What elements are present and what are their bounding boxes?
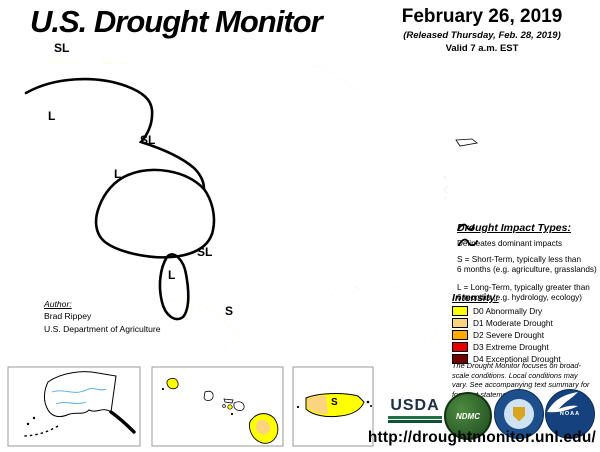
impact-types-legend: Drought Impact Types: Delineates dominan…: [457, 222, 599, 303]
map-label-puerto-rico: S: [331, 397, 338, 408]
author-block: Author: Brad Rippey U.S. Department of A…: [44, 298, 161, 335]
d2-label: D2 Severe Drought: [473, 330, 545, 340]
short-term-definition: S = Short-Term, typically less than 6 mo…: [457, 255, 597, 275]
intensity-heading: Intensity:: [452, 292, 499, 304]
map-label-pacific-northwest: SL: [54, 41, 70, 55]
released-date: (Released Thursday, Feb. 28, 2019): [403, 30, 561, 41]
long-island: [455, 138, 478, 147]
impact-delineation-lines: [24, 77, 216, 321]
map-label-oregon: L: [48, 109, 56, 123]
drought-monitor-url[interactable]: http://droughtmonitor.unl.edu/: [367, 429, 596, 446]
disclaimer-text: The Drought Monitor focuses on broad- sc…: [452, 361, 590, 399]
valid-time: Valid 7 a.m. EST: [445, 43, 519, 54]
legend-row-d4: D4 Exceptional Drought: [452, 354, 598, 364]
ndmc-logo-text: NDMC: [456, 411, 480, 421]
author-heading: Author:: [44, 299, 72, 309]
map-date: February 26, 2019: [401, 6, 563, 27]
author-org: U.S. Department of Agriculture: [44, 323, 161, 334]
usda-logo-swoosh: [388, 416, 442, 419]
d1-swatch: [452, 318, 468, 328]
delineates-label: Delineates dominant impacts: [457, 239, 563, 248]
noaa-logo: NOAA: [545, 389, 595, 439]
map-label-four-corners: L: [114, 167, 122, 181]
author-name: Brad Rippey: [44, 311, 92, 322]
impact-types-heading: Drought Impact Types:: [457, 222, 571, 234]
noaa-gull-icon: [547, 392, 578, 413]
legend-row-d1: D1 Moderate Drought: [452, 318, 598, 328]
d1-label: D1 Moderate Drought: [473, 318, 553, 328]
commerce-seal-icon: [494, 389, 544, 439]
legend-row-d3: D3 Extreme Drought: [452, 342, 598, 352]
puerto-rico-inset: [292, 366, 374, 447]
d0-swatch: [452, 306, 468, 316]
delineation-curve-icon: [458, 238, 478, 247]
map-label-southern-new-mexico: L: [168, 268, 176, 282]
d0-label: D0 Abnormally Dry: [473, 306, 543, 316]
commerce-shield-icon: [513, 406, 525, 422]
delineation-curve-icon: [457, 223, 475, 231]
d3-label: D3 Extreme Drought: [473, 342, 549, 352]
commerce-seal-inner: [504, 399, 534, 429]
map-label-south-texas: S: [225, 304, 234, 318]
map-label-oklahoma-texas: SL: [197, 245, 213, 259]
noaa-logo-text: NOAA: [559, 410, 581, 417]
d3-swatch: [452, 342, 468, 352]
legend-row-d2: D2 Severe Drought: [452, 330, 598, 340]
d2-swatch: [452, 330, 468, 340]
map-label-utah-colorado: SL: [140, 133, 156, 147]
legend-row-d0: D0 Abnormally Dry: [452, 306, 598, 316]
alaska-inset: [7, 366, 141, 447]
ndmc-logo: NDMC: [444, 392, 492, 440]
usda-logo-text: USDA: [390, 397, 440, 414]
date-block: February 26, 2019 (Released Thursday, Fe…: [368, 6, 596, 54]
long-term-definition: L = Long-Term, typically greater than 6 …: [457, 282, 590, 302]
hawaii-inset: [151, 366, 284, 447]
intensity-legend: Intensity: D0 Abnormally Dry D1 Moderate…: [452, 292, 598, 364]
page-title: U.S. Drought Monitor: [30, 4, 323, 39]
usda-logo-swoosh2: [388, 420, 442, 423]
d4-label: D4 Exceptional Drought: [473, 354, 561, 364]
usda-logo: USDA: [388, 398, 442, 423]
d4-swatch: [452, 354, 468, 364]
